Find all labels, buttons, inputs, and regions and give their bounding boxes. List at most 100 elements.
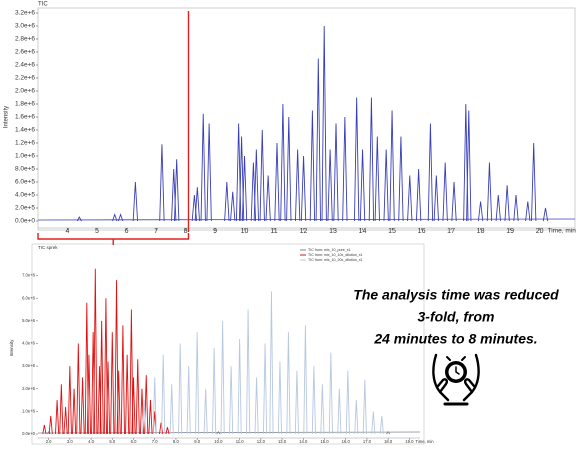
peak (311, 366, 316, 435)
peak (398, 136, 404, 222)
y-tick-label: 1.6e+6 (15, 114, 35, 121)
top-plot-frame (37, 7, 576, 231)
peak (321, 25, 327, 222)
peak (67, 366, 72, 435)
peak (86, 354, 91, 435)
peak (80, 377, 85, 435)
x-tick-label: 17 (447, 228, 455, 235)
y-tick-label: 4.0e+6 (22, 341, 36, 346)
peak (327, 149, 333, 222)
y-tick-label: 2.0e+6 (15, 88, 35, 95)
peak (76, 216, 82, 222)
x-tick-label: 3.0 (67, 439, 73, 444)
peak (328, 352, 333, 435)
peak (93, 268, 98, 435)
peak (333, 123, 339, 222)
x-tick-label: 14.0 (299, 439, 308, 444)
y-tick-label: 5.0e+6 (22, 318, 36, 323)
x-tick-label: 18.0 (384, 439, 393, 444)
peak (132, 181, 139, 222)
peak (116, 370, 121, 435)
peak (206, 123, 212, 222)
peak (220, 320, 225, 435)
peak (229, 366, 234, 435)
hands-clock-icon (432, 353, 480, 406)
peak (241, 155, 248, 222)
legend-label: TIC from: mix_10_20x_dilution_x1 (308, 258, 363, 262)
peak (371, 411, 376, 435)
peak (342, 116, 348, 222)
x-tick-label: 15.0 (320, 439, 329, 444)
peak (72, 388, 77, 435)
x-tick-label: 16.0 (342, 439, 351, 444)
y-tick-label: 8.0e+5 (15, 166, 35, 173)
peak (504, 185, 510, 222)
peak (337, 388, 342, 435)
peak (286, 116, 292, 222)
peak (433, 175, 439, 222)
note-line: The analysis time was reduced (353, 287, 559, 303)
x-tick-label: 5 (95, 228, 99, 235)
x-tick-label: 16 (418, 228, 426, 235)
peak (477, 201, 484, 222)
cutoff-bracket (37, 233, 190, 245)
y-tick-label: 2.6e+6 (15, 49, 35, 56)
peak (354, 400, 359, 435)
y-tick-label: 2.0e+6 (22, 386, 36, 391)
peak (174, 159, 180, 222)
y-tick-label: 2.2e+6 (15, 75, 35, 82)
peak (354, 97, 360, 222)
peak (300, 155, 307, 222)
y-tick-label: 1.4e+6 (15, 127, 35, 134)
y-tick-label: 1.8e+6 (15, 101, 35, 108)
peak (386, 430, 391, 435)
peak (466, 110, 472, 222)
peak (253, 149, 259, 222)
peak (103, 298, 108, 435)
peak (315, 58, 321, 222)
peak (486, 162, 493, 222)
peak (531, 142, 537, 222)
peak (237, 338, 242, 435)
note-line: 3-fold, from (418, 309, 495, 325)
peak (48, 415, 53, 435)
note-line: 24 minutes to 8 minutes. (373, 331, 537, 347)
peak (110, 332, 115, 435)
peak (286, 332, 291, 435)
legend-label: TIC from: mix_10_10x_dilution_x1 (308, 253, 363, 257)
peak (513, 194, 519, 222)
peak (105, 361, 111, 435)
peak (259, 129, 265, 222)
x-axis-label: Time, min (415, 439, 434, 444)
peak (148, 400, 153, 435)
y-tick-label: 3.0e+6 (15, 23, 35, 30)
chart-title: TIC sprek (38, 245, 58, 250)
peak (269, 291, 274, 435)
chart-title: TIC (38, 2, 48, 8)
x-tick-label: 6.0 (131, 439, 137, 444)
y-tick-label: 3.0e+6 (22, 363, 36, 368)
x-tick-label: 11.0 (236, 439, 245, 444)
peak (303, 325, 308, 435)
peak (178, 343, 183, 435)
y-tick-label: 1.0e+6 (22, 408, 36, 413)
peak (112, 213, 118, 222)
peak (46, 430, 51, 435)
peak (42, 424, 47, 435)
x-tick-label: 10 (241, 228, 249, 235)
peak (362, 379, 367, 435)
y-tick-label: 6.0e+5 (15, 179, 35, 186)
peak (195, 332, 200, 435)
peak (216, 430, 221, 435)
peak (165, 427, 170, 435)
peak (495, 194, 501, 222)
peak (63, 406, 68, 435)
peak (246, 309, 251, 435)
peak (114, 280, 119, 435)
peak (159, 422, 164, 435)
peak (415, 168, 422, 222)
y-tick-label: 7.0e+6 (22, 273, 36, 278)
peak (374, 136, 380, 222)
